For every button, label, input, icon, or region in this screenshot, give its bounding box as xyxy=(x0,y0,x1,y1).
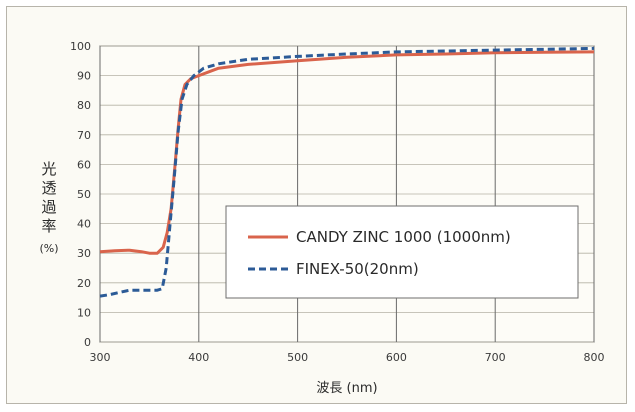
y-tick-label: 80 xyxy=(77,99,91,112)
y-tick-label: 70 xyxy=(77,129,91,142)
y-tick-label: 0 xyxy=(84,336,91,349)
legend-label-finex: FINEX-50(20nm) xyxy=(296,260,419,278)
x-axis-title: 波長 (nm) xyxy=(316,381,377,396)
y-axis-char: 過 xyxy=(41,198,56,216)
y-axis-title: 光 透 過 率 (%) xyxy=(39,160,58,255)
tick-labels: 0 10 20 30 40 50 60 70 80 90 100 300 400 500 600 700 800 xyxy=(70,40,605,364)
y-tick-label: 90 xyxy=(77,70,91,83)
x-tick-label: 600 xyxy=(386,351,407,364)
y-tick-label: 40 xyxy=(77,218,91,231)
y-axis-char: 率 xyxy=(41,217,56,235)
x-tick-label: 800 xyxy=(584,351,605,364)
y-axis-unit: (%) xyxy=(39,242,58,255)
x-tick-label: 400 xyxy=(188,351,209,364)
y-axis-char: 透 xyxy=(41,179,56,197)
series-line-finex xyxy=(99,46,595,298)
y-tick-label: 100 xyxy=(70,40,91,53)
legend: CANDY ZINC 1000 (1000nm) FINEX-50(20nm) xyxy=(225,205,579,299)
x-tick-label: 700 xyxy=(485,351,506,364)
series-lines xyxy=(99,46,595,298)
legend-label-candy-zinc: CANDY ZINC 1000 (1000nm) xyxy=(296,228,511,246)
y-tick-label: 60 xyxy=(77,158,91,171)
series-line-candy-zinc xyxy=(99,50,595,255)
x-tick-label: 500 xyxy=(287,351,308,364)
y-tick-label: 50 xyxy=(77,188,91,201)
legend-box xyxy=(225,205,579,299)
y-tick-label: 20 xyxy=(77,277,91,290)
y-tick-label: 30 xyxy=(77,247,91,260)
x-tick-label: 300 xyxy=(90,351,111,364)
y-tick-label: 10 xyxy=(77,306,91,319)
y-axis-char: 光 xyxy=(41,160,56,178)
